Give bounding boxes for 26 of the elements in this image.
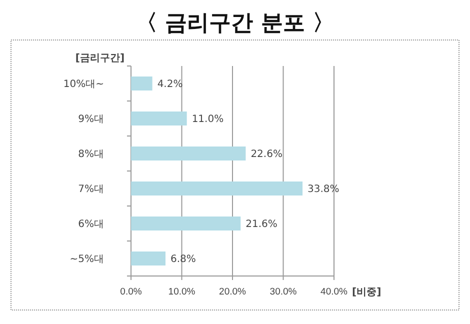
bar: [131, 146, 246, 160]
y-tick-label: 8%대: [78, 149, 104, 160]
y-axis-title: [금리구간]: [75, 53, 125, 64]
x-tick-label: 30.0%: [270, 286, 298, 298]
y-tick-label: ~5%대: [70, 254, 104, 265]
y-tick-label: 9%대: [78, 114, 104, 125]
y-tick-label: 6%대: [78, 219, 104, 230]
data-label: 4.2%: [157, 79, 183, 90]
bar: [131, 182, 303, 196]
y-tick-label: 10%대~: [63, 79, 104, 90]
bar: [131, 216, 241, 230]
data-label: 6.8%: [170, 254, 196, 265]
data-label: 22.6%: [250, 149, 282, 160]
data-label: 33.8%: [308, 184, 340, 195]
bar: [131, 252, 166, 266]
bar: [131, 112, 187, 126]
y-tick-label: 7%대: [78, 184, 104, 195]
x-tick-label: 10.0%: [168, 286, 196, 298]
data-label: 21.6%: [246, 219, 278, 230]
x-tick-label: 40.0%: [320, 286, 348, 298]
chart-title: 〈 금리구간 분포 〉: [136, 11, 334, 36]
x-tick-label: 20.0%: [219, 286, 247, 298]
data-label: 11.0%: [192, 114, 224, 125]
x-tick-label: 0.0%: [120, 286, 142, 298]
bar: [131, 76, 152, 90]
x-axis-title: [비중]: [352, 287, 382, 298]
